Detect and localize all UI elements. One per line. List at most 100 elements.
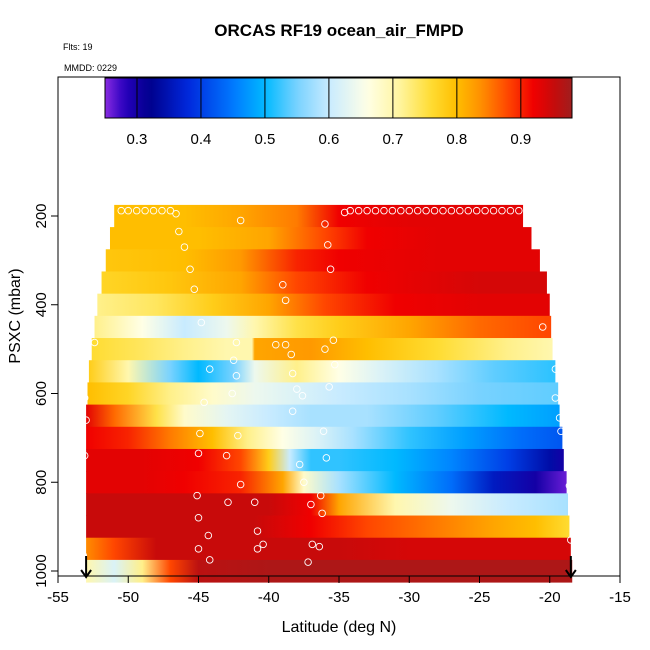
sample-point [172,210,180,218]
x-tick-label: -45 [188,589,210,606]
arrow-down-icon [565,556,577,579]
sample-points [78,206,575,566]
sample-point [253,527,262,535]
sample-point [124,206,132,215]
sample-point [281,296,290,305]
sample-point [346,206,354,215]
heatmap-row [105,249,540,272]
sample-point [551,394,560,402]
x-tick-label: -25 [469,589,491,606]
sample-point [567,536,575,544]
colorbar: 0.3 0.4 0.5 0.6 0.7 0.8 0.9 [104,77,573,148]
sample-point [79,551,88,560]
heatmap-row [101,271,547,295]
sample-point [324,241,332,249]
sample-point [489,206,498,215]
sample-point [132,206,141,215]
sample-point [180,243,189,251]
sample-point [272,340,280,349]
x-axis-label: Latitude (deg N) [282,619,397,636]
sample-point [326,265,335,274]
heatmap-row [86,515,570,539]
sample-point [190,285,199,293]
sample-point [300,478,308,487]
sample-point [194,545,203,553]
sample-point [287,350,295,359]
sample-point [564,458,572,467]
sample-point [288,407,297,416]
heatmap-row [86,559,573,583]
y-axis: 200 400 600 800 1000 [33,203,59,588]
sample-point [149,206,158,215]
sample-point [322,454,331,462]
x-axis: -55 -50 -45 -40 -35 -30 -25 -20 -15 [47,575,631,606]
colorbar-tick-label: 0.7 [382,131,403,148]
y-tick-label: 1000 [33,554,50,587]
sample-point [222,451,231,460]
x-tick-label: -35 [328,589,350,606]
sample-point [354,206,363,215]
sample-point [295,460,304,469]
sample-point [279,281,287,289]
flights-label: Flts: 19 [63,42,93,52]
sample-point [82,416,90,424]
sample-point [380,206,388,215]
sample-point [329,336,338,345]
heatmap-row [86,404,560,428]
sample-point [538,323,547,331]
heatmap-row [109,227,532,250]
sample-point [405,206,414,215]
x-tick-label: -55 [47,589,69,606]
sample-point [193,491,201,500]
sample-point [318,509,326,518]
sample-point [205,365,214,373]
sample-point [307,500,315,509]
sample-point [90,338,99,347]
sample-point [565,482,574,490]
sample-point [204,531,213,540]
sample-point [228,389,236,398]
x-tick-label: -50 [117,589,139,606]
sample-point [259,540,267,549]
sample-point [321,345,329,353]
colorbar-tick-label: 0.3 [127,131,148,148]
date-label: MMDD: 0229 [64,63,117,73]
sample-point [498,206,506,215]
sample-point [413,206,422,215]
y-tick-label: 800 [33,470,50,495]
sample-point [158,206,166,215]
sample-point [304,558,312,566]
sample-point [236,480,245,489]
sample-point [388,206,397,215]
sample-point [439,206,447,215]
sample-point [456,206,464,215]
sample-point [315,542,324,551]
sample-point [557,427,565,435]
sample-point [232,338,241,347]
sample-point [281,340,290,349]
sample-point [397,206,405,215]
sample-point [194,449,203,458]
sample-point [340,208,349,217]
sample-point [166,206,175,215]
sample-point [224,498,232,506]
sample-point [232,372,241,380]
sample-point [80,394,89,402]
sample-point [253,545,262,553]
sample-point [371,206,380,215]
sample-point [472,206,481,215]
colorbar-tick-label: 0.8 [446,131,467,148]
heatmap-row [86,493,569,517]
sample-point [298,391,307,400]
sample-point [464,206,473,215]
x-tick-label: -30 [398,589,420,606]
sample-point [80,451,89,460]
sample-point [78,502,86,511]
chart-title: ORCAS RF19 ocean_air_FMPD [214,21,463,40]
heatmap-row [97,293,550,317]
sample-point [430,206,439,215]
y-tick-label: 400 [33,292,50,317]
x-tick-label: -15 [609,589,631,606]
colorbar-tick-label: 0.4 [191,131,212,148]
